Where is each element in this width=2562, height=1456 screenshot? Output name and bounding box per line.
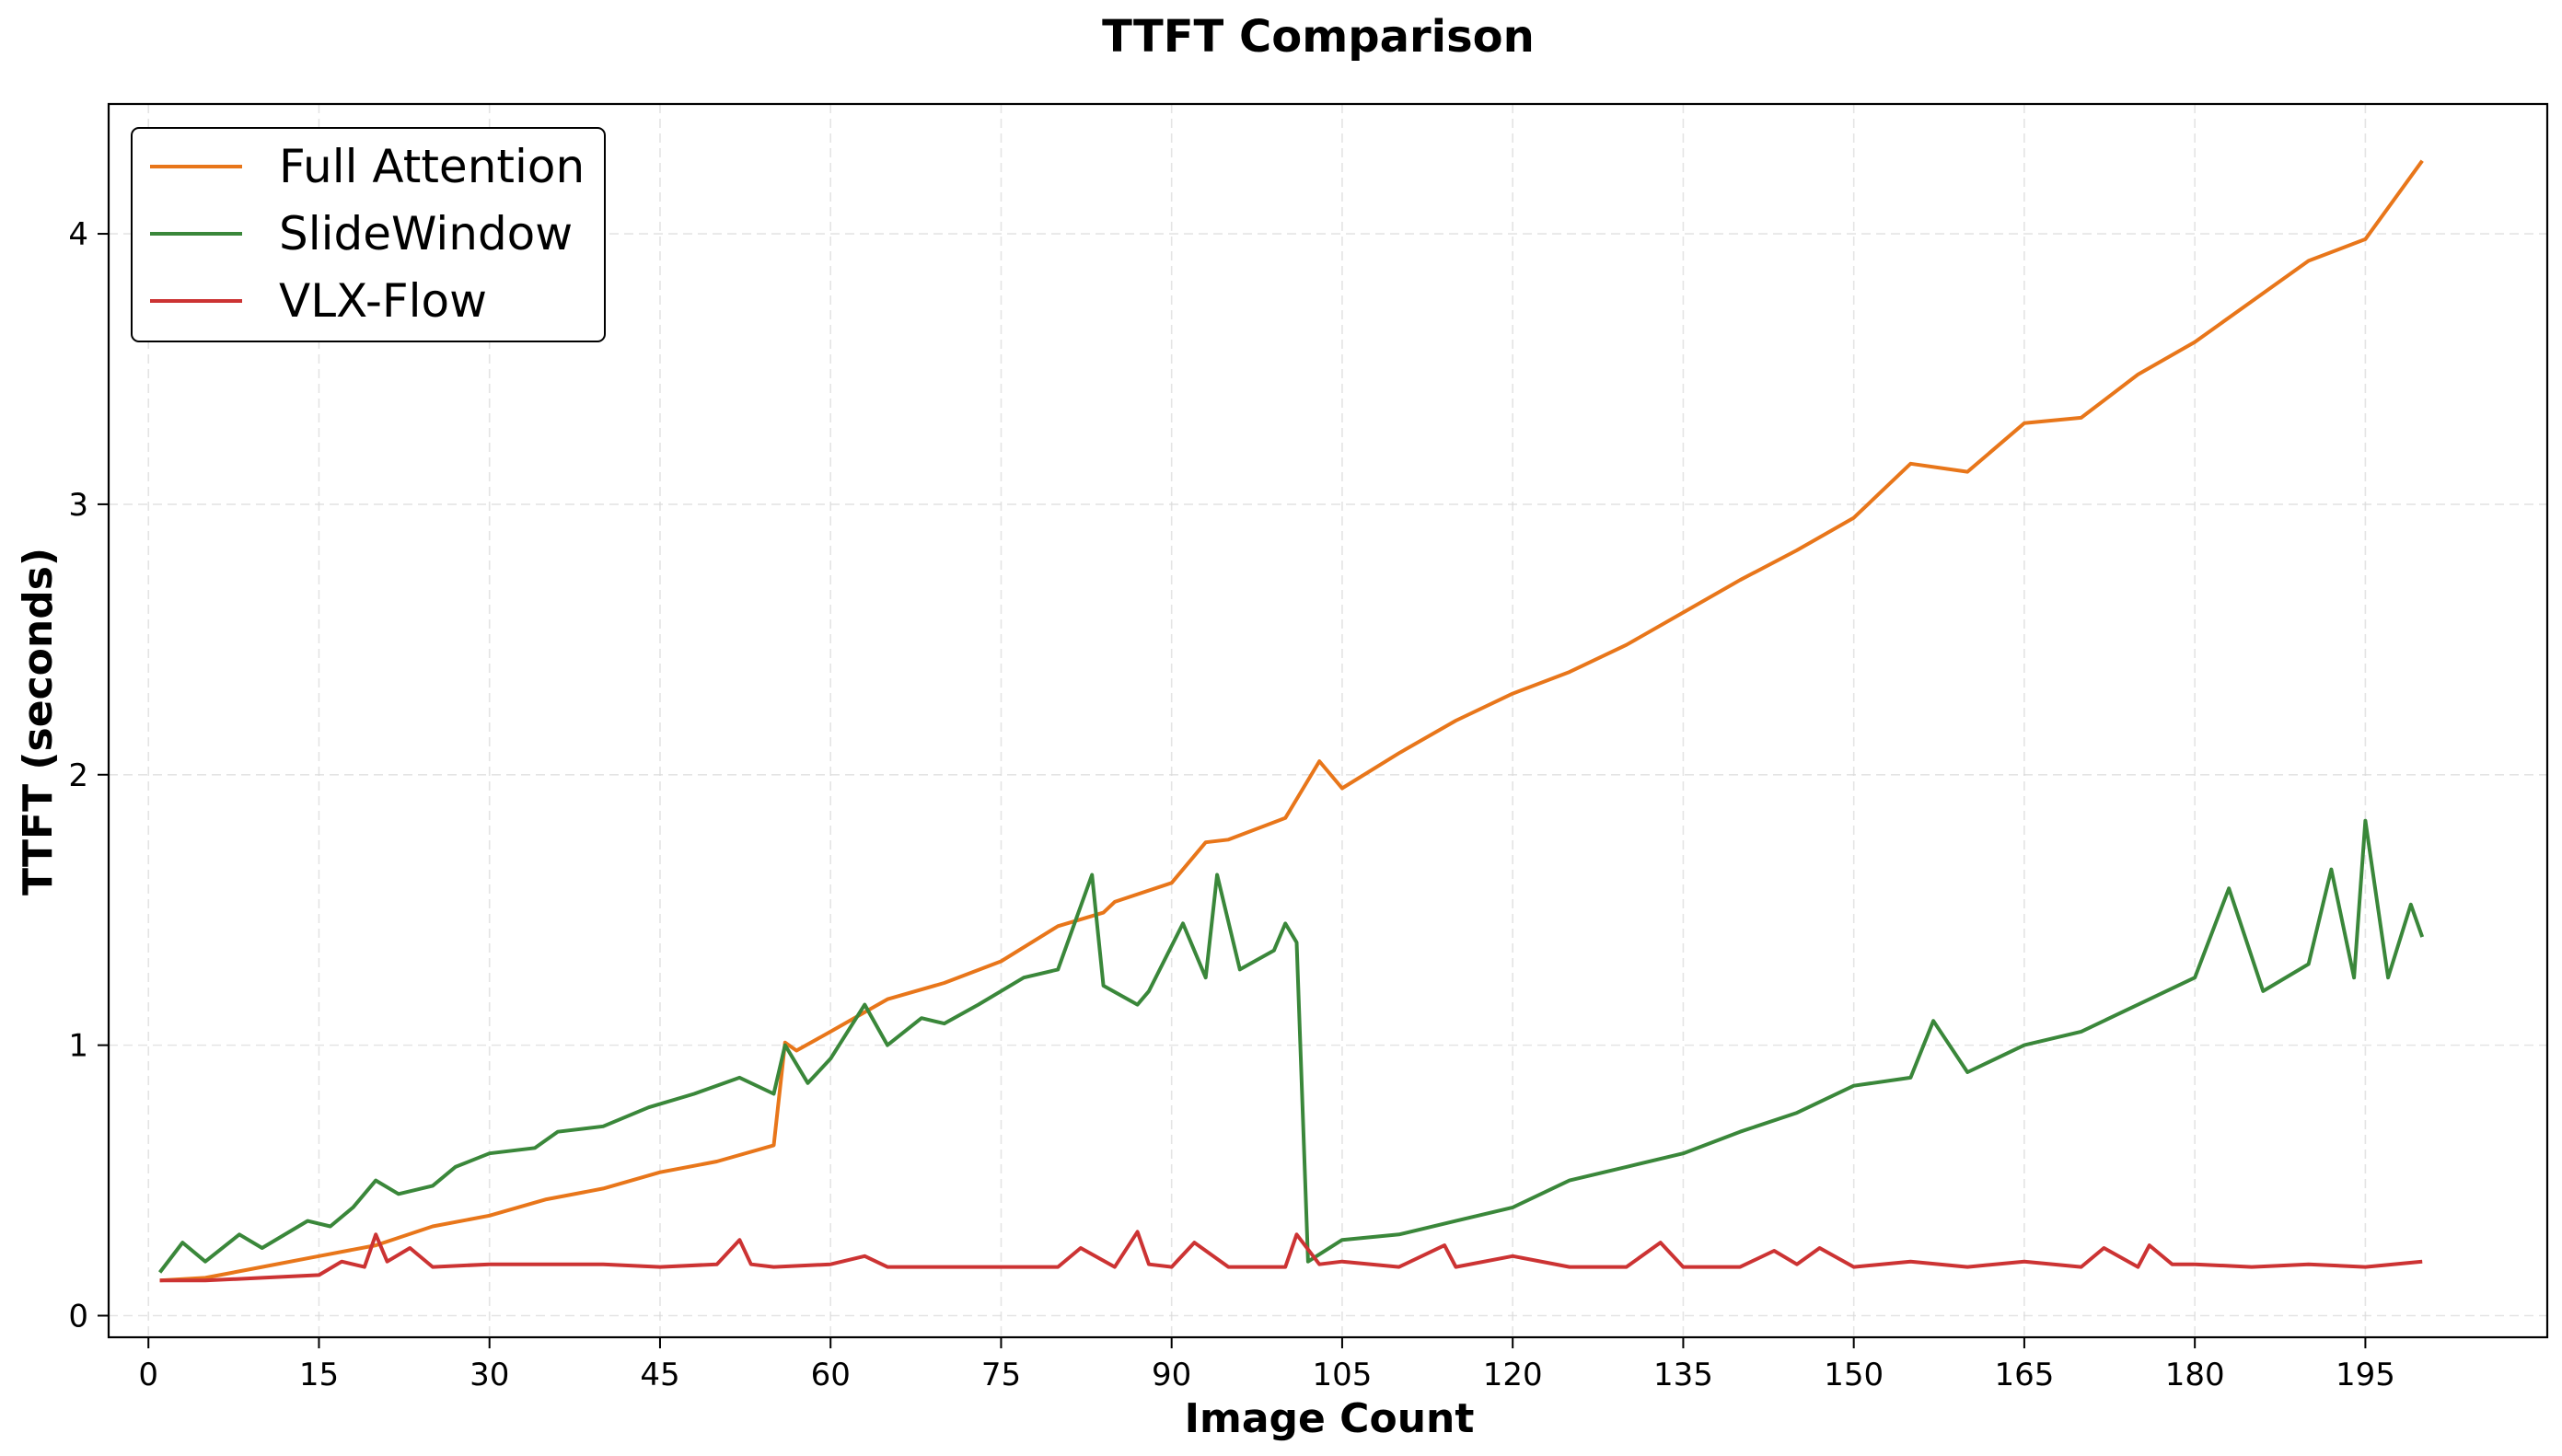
x-axis: 0 15 30 45 60 75 90 105 120 135 150 165 180 195	[138, 1337, 2395, 1393]
series-layer	[158, 159, 2425, 1283]
x-tick-label: 135	[1653, 1357, 1713, 1393]
x-tick-label: 60	[811, 1357, 851, 1393]
x-tick-label: 45	[640, 1357, 679, 1393]
x-tick-label: 165	[1994, 1357, 2054, 1393]
chart-title: TTFT Comparison	[1102, 11, 1535, 63]
legend-label-vlx-flow: VLX-Flow	[279, 274, 487, 328]
y-tick-label: 3	[68, 487, 88, 524]
y-axis-title: TTFT (seconds)	[15, 548, 62, 896]
x-tick-label: 15	[299, 1357, 339, 1393]
legend-box	[131, 127, 606, 342]
series-line-vlx-flow	[159, 1230, 2423, 1283]
x-tick-label: 105	[1312, 1357, 1372, 1393]
x-tick-label: 120	[1483, 1357, 1543, 1393]
legend-label-slidewindow: SlideWindow	[279, 207, 573, 260]
y-tick-label: 2	[68, 757, 88, 794]
x-tick-label: 75	[981, 1357, 1021, 1393]
x-tick-label: 195	[2336, 1357, 2395, 1393]
x-tick-label: 150	[1824, 1357, 1884, 1393]
x-axis-title: Image Count	[1185, 1395, 1475, 1442]
series-line-slidewindow	[158, 818, 2425, 1274]
y-tick-label: 4	[68, 216, 88, 253]
legend-label-full-attention: Full Attention	[279, 140, 585, 193]
x-tick-label: 90	[1152, 1357, 1191, 1393]
x-tick-label: 0	[138, 1357, 158, 1393]
x-tick-label: 30	[470, 1357, 509, 1393]
legend: Full Attention SlideWindow VLX-Flow	[131, 127, 606, 342]
y-axis: 0 1 2 3 4	[68, 216, 109, 1335]
series-line-full-attention	[159, 159, 2424, 1283]
y-tick-label: 0	[68, 1298, 88, 1335]
x-tick-label: 180	[2165, 1357, 2225, 1393]
plot-frame	[107, 102, 2549, 1339]
y-tick-label: 1	[68, 1028, 88, 1065]
